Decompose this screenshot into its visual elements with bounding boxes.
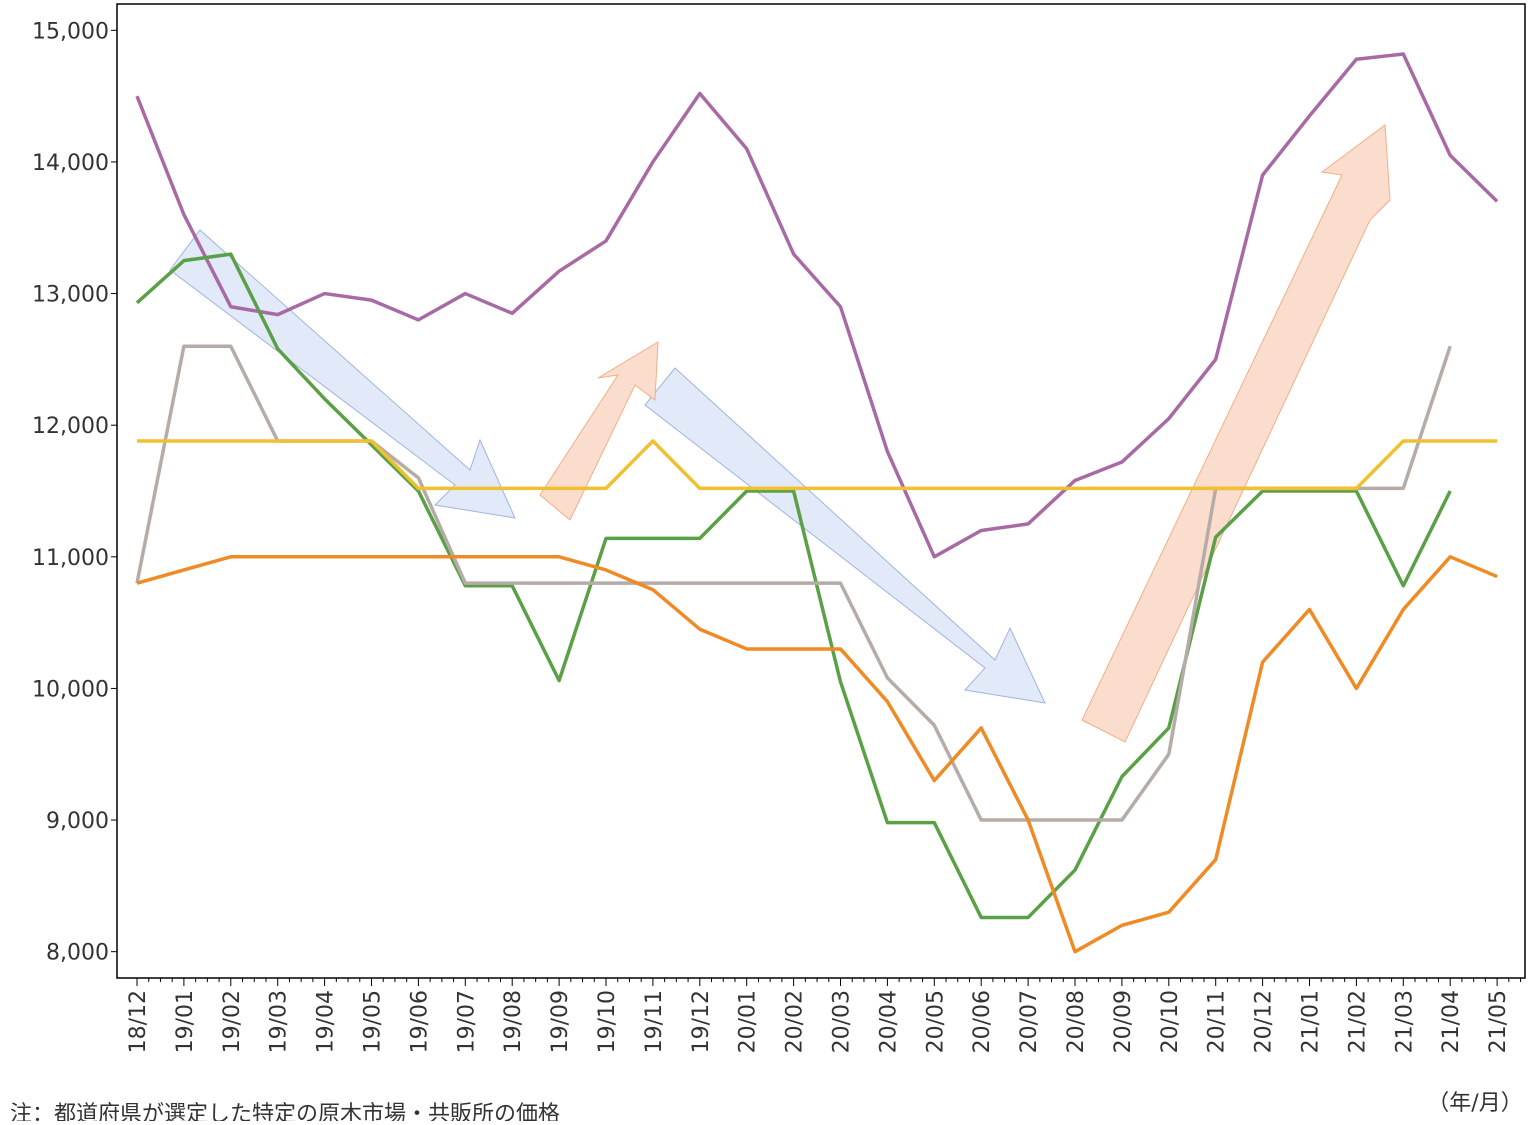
y-tick-label: 14,000: [32, 151, 109, 176]
series-line: [136, 555, 1498, 954]
y-tick-label: 13,000: [32, 283, 109, 308]
series-line: [135, 252, 1452, 920]
x-tick-label: 20/10: [1158, 990, 1183, 1053]
x-tick-label: 19/01: [173, 990, 198, 1053]
y-tick-label: 10,000: [32, 677, 109, 702]
x-tick-label: 21/03: [1392, 990, 1417, 1053]
x-tick-label: 20/12: [1252, 990, 1277, 1053]
x-tick-label: 19/03: [267, 990, 292, 1053]
x-tick-label: 20/11: [1205, 990, 1230, 1053]
x-tick-label: 19/11: [642, 990, 667, 1053]
x-tick-label: 21/05: [1486, 990, 1511, 1053]
series-line: [135, 52, 1499, 559]
x-unit: （年/月）: [1427, 1091, 1522, 1116]
x-tick-label: 21/02: [1345, 990, 1370, 1053]
x-tick-label: 20/01: [736, 990, 761, 1053]
x-tick-label: 20/09: [1111, 990, 1136, 1053]
x-tick-label: 20/04: [876, 990, 901, 1053]
x-tick-label: 21/04: [1439, 990, 1464, 1053]
y-tick-label: 9,000: [46, 809, 109, 834]
x-tick-label: 19/07: [454, 990, 479, 1053]
x-tick-label: 21/01: [1299, 990, 1324, 1053]
x-tick-label: 19/04: [314, 990, 339, 1053]
x-tick-label: 20/02: [783, 990, 808, 1053]
x-tick-label: 19/05: [361, 990, 386, 1053]
footnote: 注：都道府県が選定した特定の原木市場・共販所の価格: [10, 1102, 560, 1121]
x-tick-label: 18/12: [126, 990, 151, 1053]
x-tick-label: 19/02: [220, 990, 245, 1053]
plot-frame: [116, 3, 1526, 979]
y-tick-label: 12,000: [32, 414, 109, 439]
x-tick-label: 20/06: [970, 990, 995, 1053]
y-tick-label: 11,000: [32, 546, 109, 571]
x-tick-label: 19/09: [548, 990, 573, 1053]
x-tick-label: 19/12: [689, 990, 714, 1053]
series-line: [137, 439, 1498, 491]
x-tick-label: 19/10: [595, 990, 620, 1053]
x-tick-label: 19/08: [501, 990, 526, 1053]
x-tick-label: 20/07: [1017, 990, 1042, 1053]
x-tick-label: 19/06: [407, 990, 432, 1053]
y-tick-label: 15,000: [32, 19, 109, 44]
x-tick-label: 20/05: [923, 990, 948, 1053]
y-tick-label: 8,000: [46, 941, 109, 966]
x-tick-label: 20/08: [1064, 990, 1089, 1053]
x-tick-label: 20/03: [830, 990, 855, 1053]
